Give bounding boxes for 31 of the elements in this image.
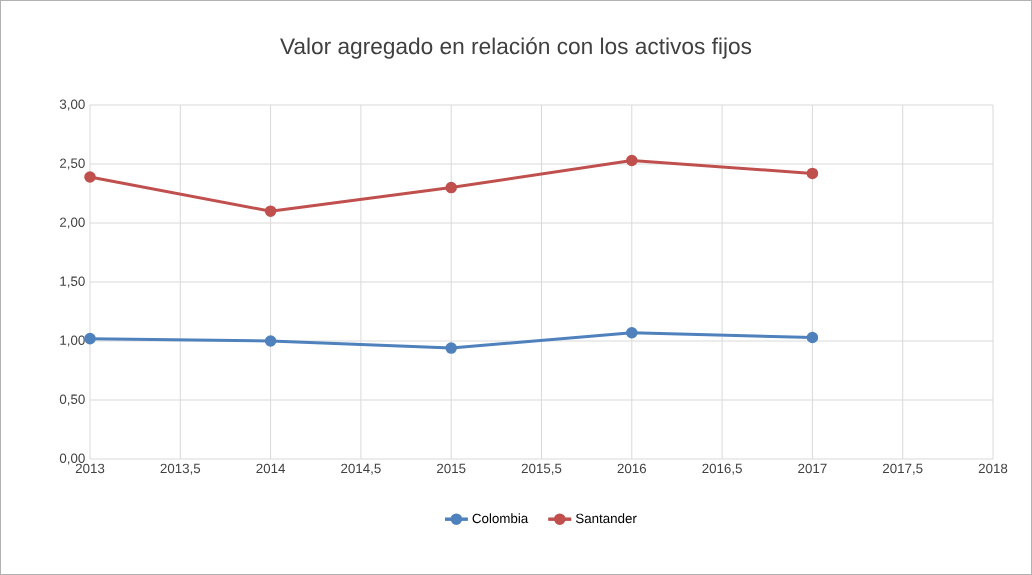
y-tick-label: 3,00: [59, 99, 85, 111]
x-tick-label: 2015: [437, 463, 466, 474]
x-tick-label: 2013: [75, 463, 105, 474]
y-tick-label: 2,00: [60, 217, 85, 229]
point: [84, 332, 96, 345]
y-tick-label: 0,00: [59, 453, 85, 465]
point: [445, 181, 457, 194]
x-tick-label: 2013,5: [160, 463, 201, 475]
point: [264, 205, 277, 217]
point: [264, 335, 277, 347]
point: [84, 171, 96, 183]
y-tick-label: 0,50: [59, 394, 85, 406]
x-tick-label: 2014: [256, 463, 286, 474]
x-tick-label: 2017: [798, 463, 827, 474]
x-tick-label: 2017,5: [882, 463, 923, 475]
point: [445, 342, 457, 354]
x-tick-label: 2018: [978, 463, 1008, 474]
point: [806, 167, 819, 180]
legend-label: Colombia: [472, 513, 529, 524]
x-tick-label: 2015,5: [521, 463, 562, 475]
y-tick-label: 1,00: [60, 335, 85, 347]
x-tick-label: 2016: [617, 463, 647, 474]
y-tick-label: 1,50: [60, 276, 85, 288]
point: [626, 154, 638, 167]
point: [806, 331, 819, 344]
point: [626, 326, 638, 339]
chart-title: Valor agregado en relación con los activos fijos: [280, 37, 752, 59]
legend-label: Santander: [575, 513, 637, 524]
y-tick-label: 2,50: [60, 158, 85, 170]
x-tick-label: 2014,5: [341, 463, 381, 475]
x-tick-label: 2016,5: [702, 463, 742, 475]
